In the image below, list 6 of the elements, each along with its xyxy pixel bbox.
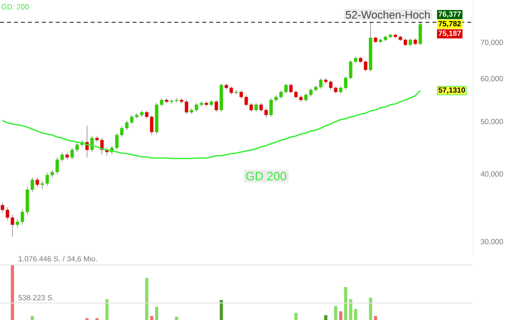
series-label: GD 200	[246, 172, 286, 180]
candlestick	[90, 136, 94, 152]
candlestick	[36, 177, 39, 188]
ref-line-label: 52-Wochen-Hoch	[346, 10, 430, 19]
candlestick	[418, 22, 422, 46]
candlestick	[214, 100, 218, 112]
